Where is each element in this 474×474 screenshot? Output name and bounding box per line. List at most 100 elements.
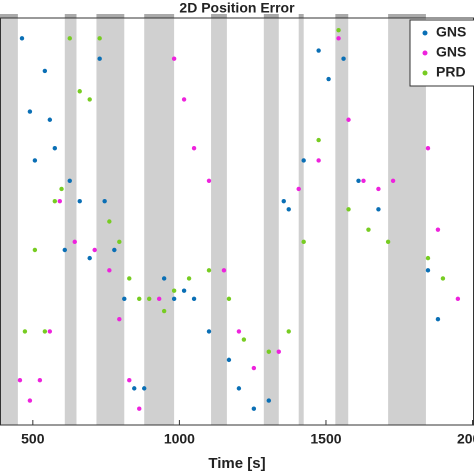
data-point xyxy=(117,239,122,245)
data-point xyxy=(326,76,331,82)
data-point xyxy=(181,97,187,102)
legend: GNS GNS PRD xyxy=(409,19,474,87)
data-point xyxy=(122,296,127,302)
data-point xyxy=(72,239,77,245)
shaded-region xyxy=(263,18,279,425)
data-point xyxy=(301,239,306,245)
data-point xyxy=(161,276,167,281)
data-point xyxy=(107,268,112,273)
data-point xyxy=(127,378,132,383)
data-point xyxy=(87,97,92,102)
data-point xyxy=(42,68,48,74)
shaded-region-top xyxy=(64,14,77,18)
data-point xyxy=(266,398,272,403)
data-point xyxy=(226,296,232,302)
legend-marker xyxy=(422,30,428,36)
data-point xyxy=(181,288,187,293)
data-point xyxy=(97,36,102,41)
data-point xyxy=(59,186,64,192)
data-point xyxy=(191,146,197,151)
data-point xyxy=(356,178,361,183)
data-point xyxy=(316,137,321,143)
data-point xyxy=(266,349,272,354)
x-tick-label: 1000 xyxy=(164,431,195,447)
legend-box xyxy=(409,19,474,87)
data-point xyxy=(425,146,431,151)
legend-label: GNS xyxy=(436,24,466,40)
data-point xyxy=(171,56,177,61)
data-point xyxy=(62,247,67,253)
shaded-region xyxy=(211,18,227,425)
data-point xyxy=(67,178,72,183)
data-point xyxy=(346,207,351,212)
data-point xyxy=(425,268,431,273)
data-point xyxy=(236,329,242,334)
data-point xyxy=(435,227,441,232)
data-point xyxy=(336,36,341,41)
data-point xyxy=(27,398,33,403)
x-tick-label: 2000 xyxy=(457,431,474,447)
data-point xyxy=(425,255,431,261)
data-point xyxy=(296,186,301,192)
data-point xyxy=(390,178,396,183)
data-point xyxy=(27,109,33,114)
data-point xyxy=(52,146,58,151)
data-point xyxy=(206,178,212,183)
shaded-region-top xyxy=(388,14,426,18)
data-point xyxy=(107,219,112,224)
data-point xyxy=(361,178,366,183)
data-point xyxy=(251,406,257,411)
data-point xyxy=(366,227,371,232)
data-point xyxy=(221,268,227,273)
data-point xyxy=(92,247,97,253)
shaded-region xyxy=(0,18,18,425)
data-point xyxy=(206,268,212,273)
shaded-region-top xyxy=(263,14,279,18)
data-point xyxy=(32,247,38,253)
data-point xyxy=(156,296,162,302)
data-point xyxy=(19,36,25,41)
data-point xyxy=(316,158,321,163)
data-point xyxy=(127,276,132,281)
shaded-region-top xyxy=(335,14,349,18)
legend-label: GNS xyxy=(436,44,466,60)
data-point xyxy=(186,276,192,281)
data-point xyxy=(241,337,247,342)
data-point xyxy=(142,386,147,391)
data-point xyxy=(336,28,341,33)
data-point xyxy=(171,288,177,293)
data-point xyxy=(57,198,62,204)
data-point xyxy=(341,56,346,61)
data-point xyxy=(161,308,167,314)
data-point xyxy=(276,349,281,354)
data-point xyxy=(376,186,381,192)
data-point xyxy=(137,296,142,302)
data-point xyxy=(440,276,446,281)
data-point xyxy=(236,386,242,391)
data-point xyxy=(47,329,53,334)
data-point xyxy=(67,36,72,41)
data-point xyxy=(37,378,43,383)
data-point xyxy=(22,329,28,334)
shaded-region xyxy=(298,18,304,425)
data-point xyxy=(147,296,152,302)
data-point xyxy=(281,198,286,204)
data-point xyxy=(132,386,137,391)
shaded-region-top xyxy=(298,14,304,18)
data-point xyxy=(171,296,177,302)
data-point xyxy=(77,198,82,204)
data-point xyxy=(117,316,122,322)
data-point xyxy=(226,357,232,363)
data-point xyxy=(455,296,461,302)
legend-marker xyxy=(422,50,428,56)
data-point xyxy=(301,158,306,163)
legend-marker xyxy=(422,70,428,76)
shaded-region-top xyxy=(144,14,175,18)
data-point xyxy=(87,255,92,261)
data-point xyxy=(137,406,142,411)
data-point xyxy=(206,329,212,334)
data-point xyxy=(385,239,391,245)
shaded-region xyxy=(64,18,77,425)
x-tick-label: 1500 xyxy=(310,431,341,447)
